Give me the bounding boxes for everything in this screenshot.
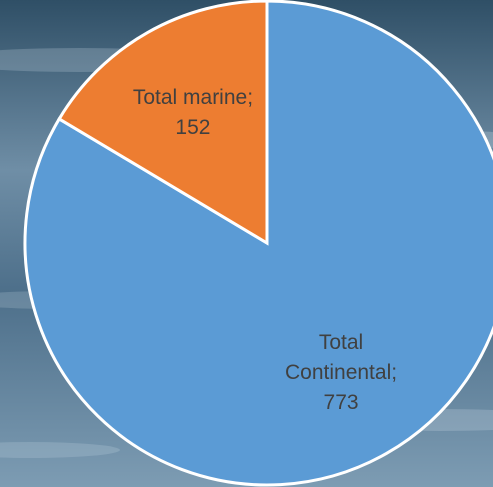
data-label: Total marine; 152 xyxy=(132,85,254,139)
pie-slice xyxy=(57,0,269,246)
data-label-box: Total marine; 152 xyxy=(132,85,254,139)
data-label-box: Total Continental; 773 xyxy=(285,331,398,415)
data-label: Total Continental; 773 xyxy=(285,331,398,415)
pie-slice xyxy=(23,0,493,487)
